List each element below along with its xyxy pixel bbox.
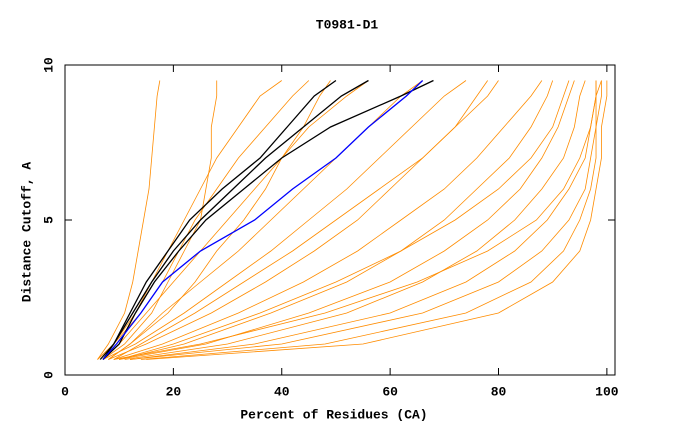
series-line xyxy=(102,80,424,360)
y-axis-label: Distance Cutoff, A xyxy=(19,162,34,303)
series-line xyxy=(99,79,369,360)
series-line xyxy=(97,80,282,360)
y-tick-label: 10 xyxy=(41,57,56,73)
x-tick-label: 40 xyxy=(274,384,290,399)
y-tick-label: 5 xyxy=(41,216,56,224)
series-line xyxy=(119,80,554,360)
series-line xyxy=(140,80,602,360)
series-line xyxy=(146,80,608,360)
x-tick-label: 0 xyxy=(61,384,69,399)
series-line xyxy=(113,80,602,360)
series-line xyxy=(108,80,499,360)
series-line xyxy=(102,80,369,360)
series-line xyxy=(113,80,543,360)
x-tick-label: 20 xyxy=(166,384,182,399)
x-axis-label: Percent of Residues (CA) xyxy=(240,407,427,422)
series-line xyxy=(108,80,331,360)
series-line xyxy=(102,79,434,360)
chart-title: T0981-D1 xyxy=(316,17,379,32)
x-tick-label: 100 xyxy=(595,384,619,399)
series-line xyxy=(119,80,575,360)
series-line xyxy=(124,80,586,360)
series-line xyxy=(113,80,488,360)
y-tick-label: 0 xyxy=(41,371,56,379)
series-line xyxy=(119,80,570,360)
series-line xyxy=(108,80,423,360)
plot-frame xyxy=(64,64,616,376)
series-line xyxy=(129,80,597,360)
series-line xyxy=(97,80,310,360)
x-tick-label: 80 xyxy=(491,384,507,399)
series-line xyxy=(102,79,337,360)
series-line xyxy=(102,80,467,360)
x-tick-label: 60 xyxy=(382,384,398,399)
series-line xyxy=(97,80,161,360)
